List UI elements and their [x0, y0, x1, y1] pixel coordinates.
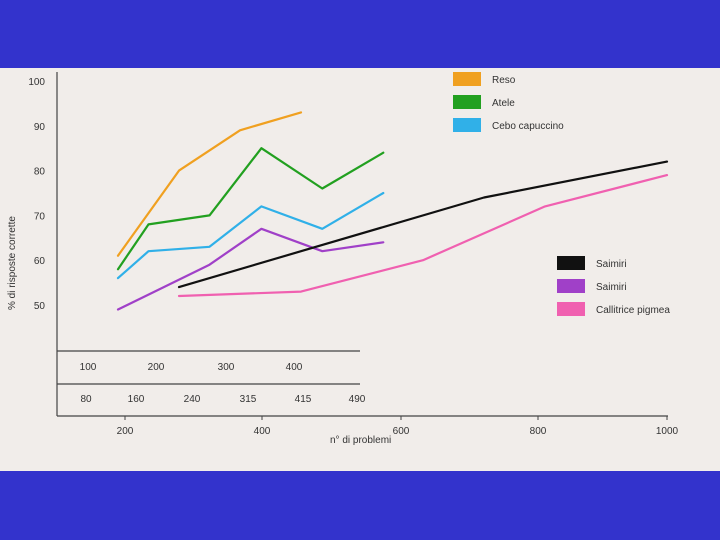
series-line-reso — [116, 111, 303, 257]
chart: 100 90 80 70 60 50 100 200 300 400 80 160 240 315 415… — [7, 72, 679, 446]
x-tick-label: 160 — [128, 394, 145, 405]
legend-swatch — [453, 118, 481, 132]
x-ticks: 100 200 300 400 80 160 240 315 415 490 200 400 600 80… — [80, 362, 679, 437]
x-tick-label: 315 — [240, 394, 257, 405]
x-tick-label: 100 — [80, 362, 97, 373]
x-tick-label: 600 — [393, 426, 410, 437]
x-tick-label: 1000 — [656, 426, 679, 437]
legend-label: Reso — [492, 75, 516, 86]
x-tick-label: 240 — [184, 394, 201, 405]
series-line-saimiri — [116, 227, 385, 311]
legend-label: Cebo capuccino — [492, 121, 564, 132]
y-tick-label: 90 — [34, 122, 46, 133]
legend-swatch — [557, 302, 585, 316]
legend-label: Saimiri — [596, 282, 627, 293]
x-tick-label: 415 — [295, 394, 312, 405]
y-tick-label: 60 — [34, 256, 46, 267]
legend-swatch — [557, 256, 585, 270]
legend-swatch — [453, 95, 481, 109]
chart-photo — [0, 68, 720, 471]
legend-label: Atele — [492, 98, 515, 109]
axes — [56, 72, 668, 417]
series-line-saimiri — [177, 160, 669, 289]
x-tick-label: 300 — [218, 362, 235, 373]
x-tick-label: 400 — [286, 362, 303, 373]
y-tick-label: 80 — [34, 167, 46, 178]
x-tick-label: 200 — [117, 426, 134, 437]
series-line-callitrice-pigmea — [177, 173, 669, 298]
x-tick-label: 490 — [349, 394, 366, 405]
x-tick-label: 80 — [80, 394, 92, 405]
x-tick-label: 200 — [148, 362, 165, 373]
y-axis-label: % di risposte corrette — [7, 216, 18, 310]
legend-label: Saimiri — [596, 259, 627, 270]
legend-swatch — [557, 279, 585, 293]
x-tick-label: 400 — [254, 426, 271, 437]
series-line-cebo-capuccino — [116, 191, 385, 280]
x-tick-label: 800 — [530, 426, 547, 437]
x-axis-label: n° di problemi — [330, 435, 391, 446]
legend-swatch — [453, 72, 481, 86]
legend-label: Callitrice pigmea — [596, 305, 670, 316]
series-line-atele — [116, 147, 385, 271]
y-tick-label: 70 — [34, 211, 46, 222]
legend-bottom: Saimiri Saimiri Callitrice pigmea — [557, 256, 670, 316]
y-tick-label: 50 — [34, 301, 46, 312]
y-tick-label: 100 — [28, 77, 45, 88]
legend-top: Reso Atele Cebo capuccino — [453, 72, 564, 132]
y-ticks: 100 90 80 70 60 50 — [28, 77, 45, 312]
series-layer — [116, 111, 669, 311]
